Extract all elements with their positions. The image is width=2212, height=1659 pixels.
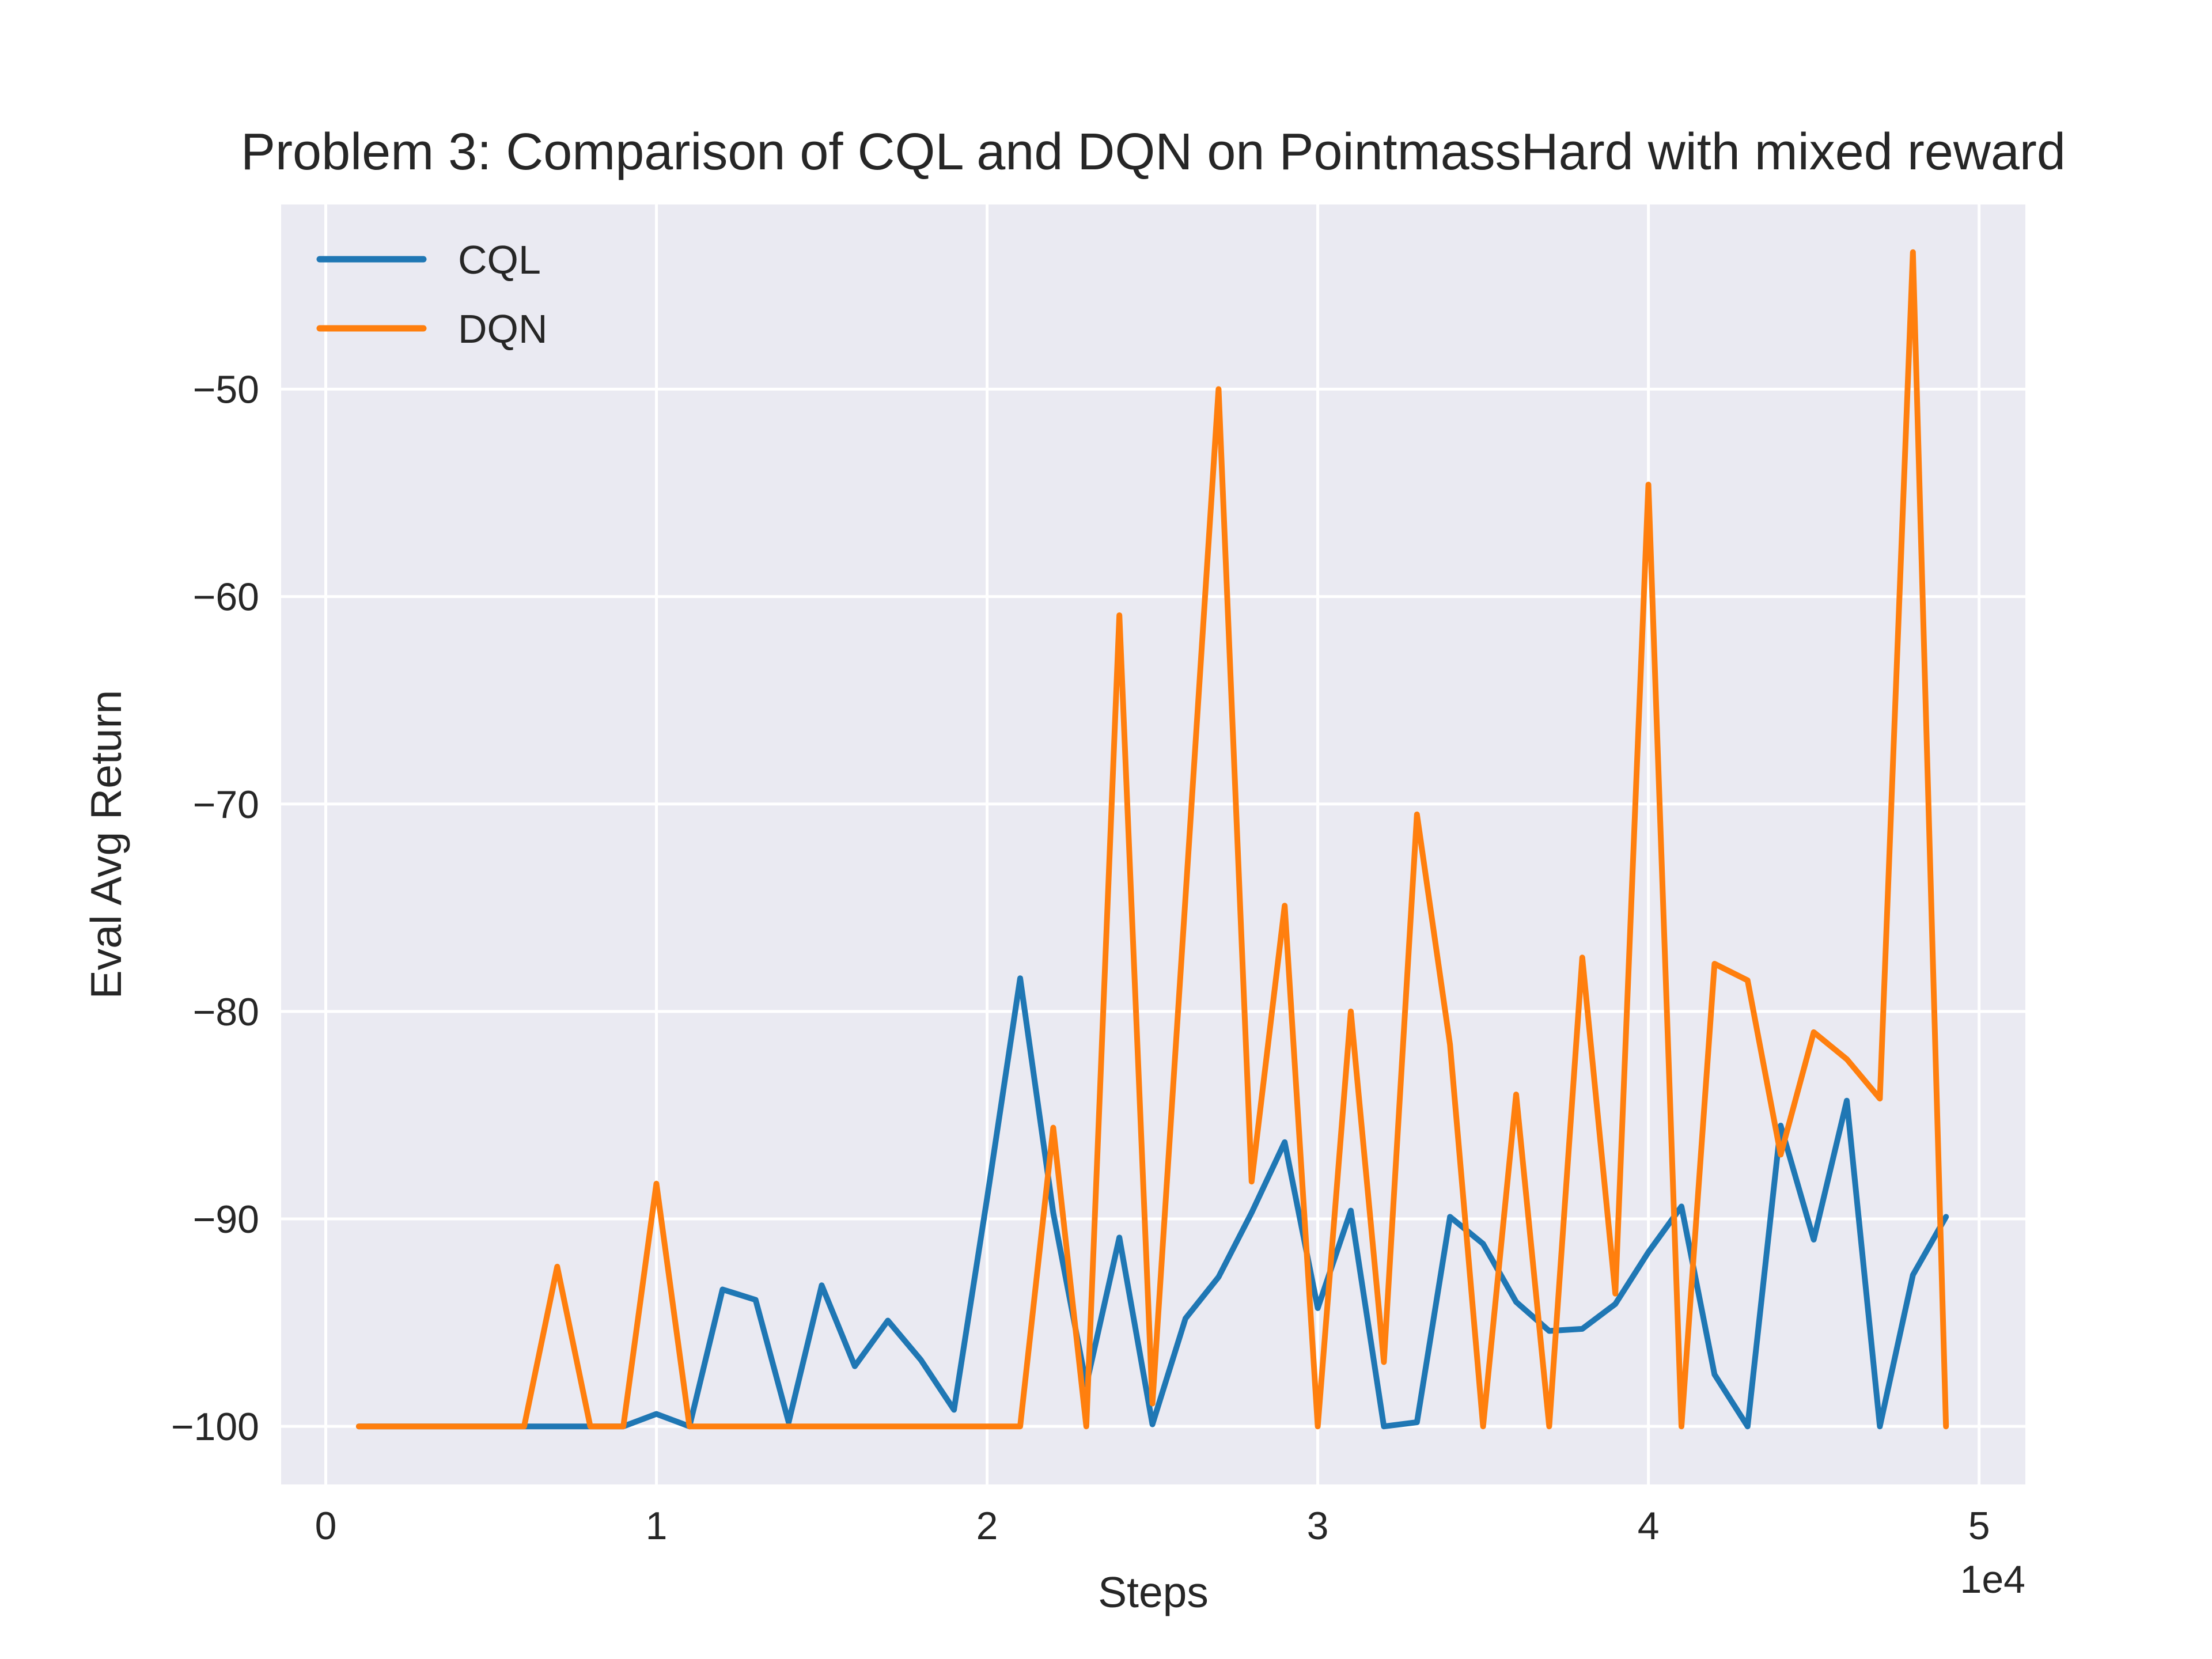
y-tick-label: −100: [171, 1405, 259, 1449]
y-tick-label: −70: [193, 783, 259, 827]
y-tick-label: −50: [193, 368, 259, 412]
legend-label-cql: CQL: [458, 237, 541, 282]
y-tick-label: −80: [193, 990, 259, 1034]
plot-area: [281, 204, 2025, 1484]
legend-label-dqn: DQN: [458, 306, 548, 351]
chart-title: Problem 3: Comparison of CQL and DQN on …: [241, 123, 2066, 181]
legend: CQL DQN: [316, 237, 548, 351]
x-tick-label: 5: [1968, 1504, 1990, 1548]
x-tick-label: 4: [1638, 1504, 1660, 1548]
y-tick-label: −60: [193, 575, 259, 619]
x-tick-label: 3: [1307, 1504, 1329, 1548]
y-tick-label: −90: [193, 1198, 259, 1241]
x-tick-label: 2: [976, 1504, 998, 1548]
x-axis-label: Steps: [1098, 1568, 1209, 1616]
tick-labels: 0 1 2 3 4 5 −100 −90 −80 −70 −60 −50: [171, 368, 1990, 1548]
grid-lines: [281, 204, 2025, 1484]
x-tick-label: 0: [315, 1504, 337, 1548]
x-tick-label: 1: [646, 1504, 668, 1548]
x-offset-label: 1e4: [1960, 1558, 2025, 1601]
series-line-dqn: [355, 249, 1949, 1430]
series-lines: [355, 249, 1949, 1430]
y-axis-label: Eval Avg Return: [82, 690, 130, 999]
